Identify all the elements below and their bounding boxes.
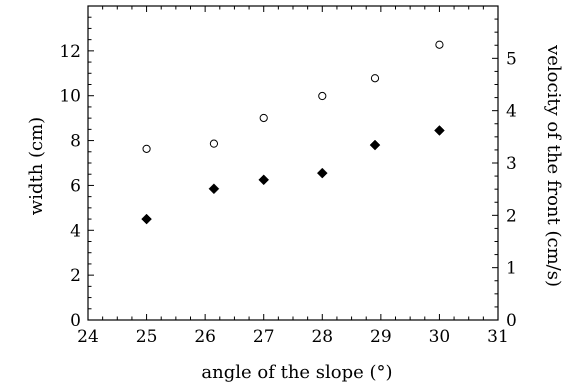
x-tick-label: 25 (136, 327, 158, 347)
x-tick-label: 31 (487, 327, 509, 347)
x-axis-label: angle of the slope (°) (201, 362, 392, 383)
velocity-point (259, 113, 268, 123)
y-tick-label: 12 (59, 42, 81, 62)
velocity-point (142, 144, 151, 153)
x-tick-label: 26 (194, 327, 216, 347)
velocity-point (318, 91, 327, 101)
y2-axis-label: velocity of the front (cm/s) (543, 44, 564, 287)
width-point (208, 183, 220, 195)
x-tick-label: 24 (77, 327, 99, 347)
velocity-point (370, 74, 380, 83)
width-point (369, 139, 381, 151)
width-point (258, 174, 270, 186)
velocity-point (209, 139, 219, 148)
y-tick-label: 2 (70, 266, 81, 286)
y-tick-label: 4 (70, 221, 81, 241)
x-tick-label: 27 (253, 327, 275, 347)
plot-frame (87, 5, 499, 321)
data-marks (141, 40, 445, 225)
x-tick-label: 28 (311, 327, 333, 347)
velocity-point (435, 40, 444, 49)
y2-tick-label: 2 (506, 206, 517, 226)
y-tick-label: 8 (70, 132, 81, 152)
y2-tick-label: 3 (506, 154, 517, 174)
y-tick-label: 6 (70, 176, 81, 196)
y-tick-label: 0 (70, 311, 81, 331)
y2-tick-label: 1 (506, 259, 517, 279)
y2-tick-label: 4 (506, 102, 517, 122)
width-point (434, 125, 445, 136)
y-axis-label: width (cm) (26, 117, 47, 215)
y2-tick-label: 5 (506, 49, 517, 69)
y-tick-label: 10 (59, 87, 81, 107)
y2-tick-label: 0 (506, 311, 517, 331)
width-point (141, 213, 152, 225)
width-point (316, 167, 328, 179)
axes (87, 5, 499, 321)
x-tick-label: 29 (370, 327, 392, 347)
ticks (87, 5, 499, 321)
x-tick-label: 30 (429, 327, 451, 347)
